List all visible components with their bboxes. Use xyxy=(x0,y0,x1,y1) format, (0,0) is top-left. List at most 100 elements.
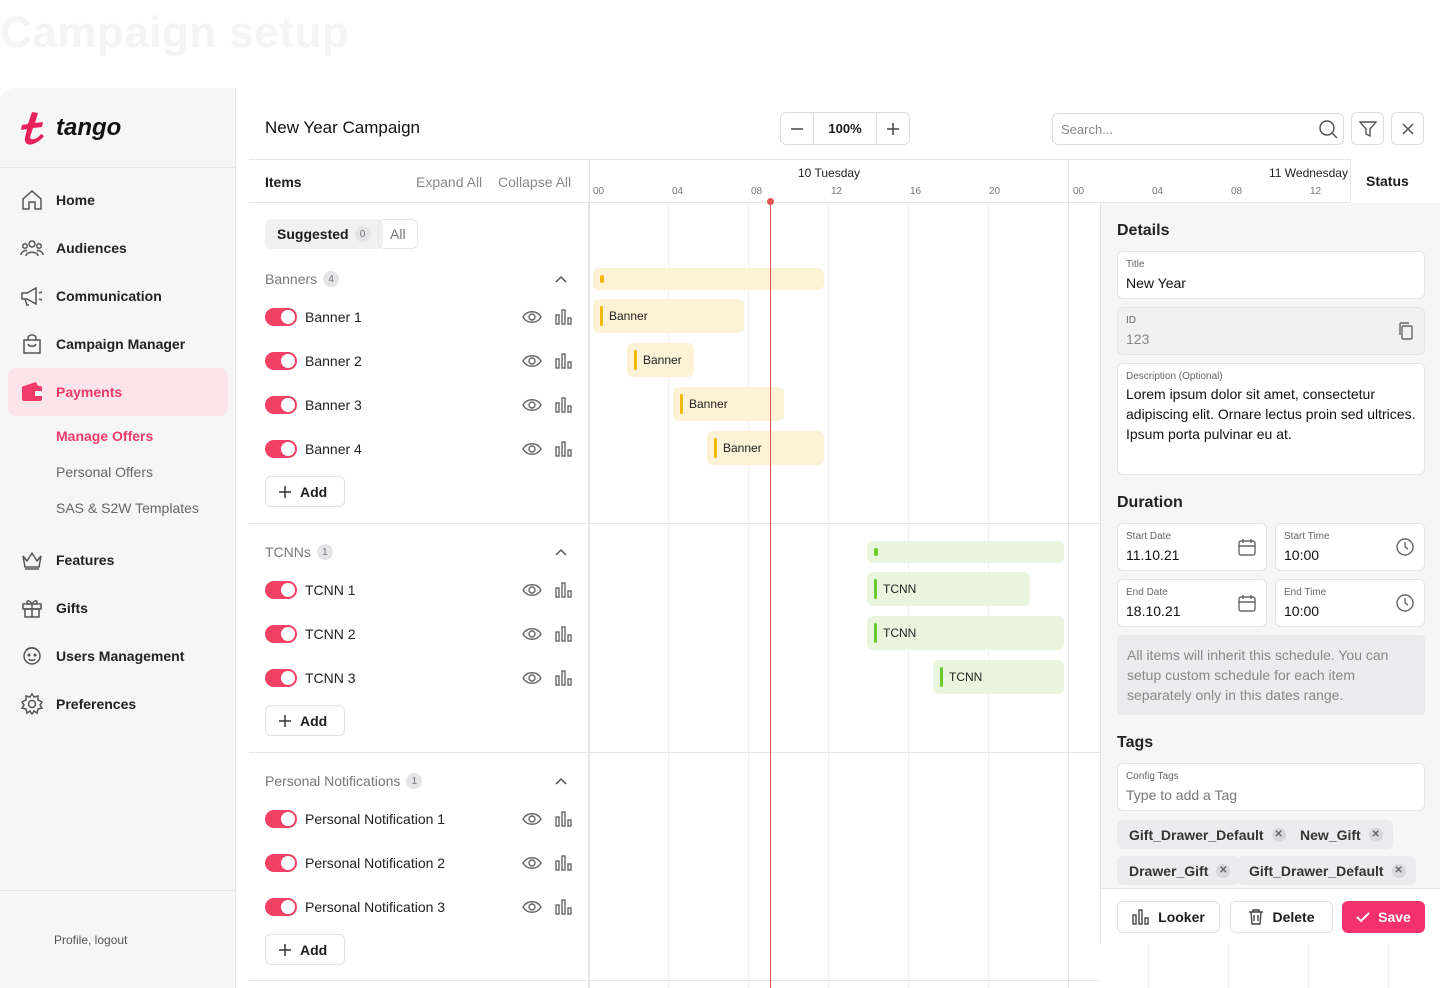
remove-tag-icon[interactable]: ✕ xyxy=(1271,827,1286,842)
zoom-in-button[interactable] xyxy=(877,113,909,144)
enable-toggle[interactable] xyxy=(265,396,297,414)
start-date-field[interactable]: Start Date 11.10.21 xyxy=(1117,523,1267,571)
calendar-icon[interactable] xyxy=(1238,538,1256,561)
remove-tag-icon[interactable]: ✕ xyxy=(1368,827,1383,842)
remove-tag-icon[interactable]: ✕ xyxy=(1216,863,1231,878)
eye-icon[interactable] xyxy=(521,808,543,830)
enable-toggle[interactable] xyxy=(265,440,297,458)
save-button[interactable]: Save xyxy=(1342,901,1425,933)
eye-icon[interactable] xyxy=(521,623,543,645)
home-icon xyxy=(22,189,42,210)
enable-toggle[interactable] xyxy=(265,308,297,326)
item-label: Personal Notification 1 xyxy=(305,811,446,827)
group-header-banners[interactable]: Banners 4 xyxy=(265,271,340,287)
end-time-field[interactable]: End Time 10:00 xyxy=(1275,579,1425,627)
banner-bar[interactable]: Banner xyxy=(593,299,744,333)
profile-logout-link[interactable]: Profile, logout xyxy=(54,933,128,947)
nav-audiences[interactable]: Audiences xyxy=(8,224,228,272)
add-banner-button[interactable]: Add xyxy=(265,476,345,507)
enable-toggle[interactable] xyxy=(265,625,297,643)
subnav-templates[interactable]: SAS & S2W Templates xyxy=(56,500,199,516)
bar-chart-icon[interactable] xyxy=(553,852,575,874)
filter-button[interactable] xyxy=(1351,112,1384,145)
looker-button[interactable]: Looker xyxy=(1117,901,1220,933)
nav-communication[interactable]: Communication xyxy=(8,272,228,320)
bar-chart-icon[interactable] xyxy=(553,623,575,645)
nav-users-management[interactable]: Users Management xyxy=(8,632,228,680)
nav-gifts[interactable]: Gifts xyxy=(8,584,228,632)
nav-preferences[interactable]: Preferences xyxy=(8,680,228,728)
title-field[interactable]: Title New Year xyxy=(1117,251,1425,299)
enable-toggle[interactable] xyxy=(265,854,297,872)
banner-bar[interactable]: Banner xyxy=(673,387,784,421)
eye-icon[interactable] xyxy=(521,394,543,416)
brand-logo[interactable]: tango xyxy=(18,106,121,150)
end-date-field[interactable]: End Date 18.10.21 xyxy=(1117,579,1267,627)
bar-chart-icon[interactable] xyxy=(553,438,575,460)
banner-bar[interactable]: Banner xyxy=(627,343,694,377)
enable-toggle[interactable] xyxy=(265,581,297,599)
start-time-field[interactable]: Start Time 10:00 xyxy=(1275,523,1425,571)
tag-input[interactable]: Config Tags Type to add a Tag xyxy=(1117,763,1425,811)
items-column xyxy=(249,203,589,988)
bar-chart-icon[interactable] xyxy=(553,808,575,830)
zoom-out-button[interactable] xyxy=(781,113,813,144)
eye-icon[interactable] xyxy=(521,852,543,874)
grid-line xyxy=(668,203,669,988)
subnav-personal-offers[interactable]: Personal Offers xyxy=(56,464,154,480)
collapse-all-button[interactable]: Collapse All xyxy=(498,174,572,190)
bar-chart-icon[interactable] xyxy=(553,579,575,601)
add-notification-button[interactable]: Add xyxy=(265,934,345,965)
enable-toggle[interactable] xyxy=(265,898,297,916)
chevron-up-icon[interactable] xyxy=(554,774,568,788)
bar-marker xyxy=(874,579,877,599)
filter-suggested[interactable]: Suggested 0 xyxy=(265,219,383,249)
copy-icon[interactable] xyxy=(1398,322,1414,345)
banner-bar[interactable]: Banner xyxy=(707,431,824,465)
banner-group-bar[interactable] xyxy=(593,268,824,290)
bar-chart-icon[interactable] xyxy=(553,394,575,416)
user-face-icon xyxy=(23,647,41,665)
tcnn-group-bar[interactable] xyxy=(867,541,1064,563)
tag-chip: Gift_Drawer_Default ✕ xyxy=(1237,856,1416,885)
group-header-tcnns[interactable]: TCNNs 1 xyxy=(265,544,333,560)
bar-chart-icon[interactable] xyxy=(553,667,575,689)
eye-icon[interactable] xyxy=(521,306,543,328)
nav-campaign-manager[interactable]: Campaign Manager xyxy=(8,320,228,368)
bar-chart-icon[interactable] xyxy=(553,350,575,372)
enable-toggle[interactable] xyxy=(265,352,297,370)
bar-chart-icon[interactable] xyxy=(553,896,575,918)
filter-all[interactable]: All xyxy=(378,219,418,249)
count-badge: 1 xyxy=(406,773,423,789)
chevron-up-icon[interactable] xyxy=(554,272,568,286)
eye-icon[interactable] xyxy=(521,438,543,460)
nav-features[interactable]: Features xyxy=(8,536,228,584)
remove-tag-icon[interactable]: ✕ xyxy=(1391,863,1406,878)
day-label-2: 11 Wednesday xyxy=(1269,166,1348,180)
clock-icon[interactable] xyxy=(1396,538,1414,561)
tcnn-bar[interactable]: TCNN xyxy=(867,616,1064,650)
tcnn-bar[interactable]: TCNN xyxy=(867,572,1030,606)
eye-icon[interactable] xyxy=(521,667,543,689)
nav-home[interactable]: Home xyxy=(8,176,228,224)
close-button[interactable] xyxy=(1391,112,1424,145)
delete-button[interactable]: Delete xyxy=(1230,901,1333,933)
calendar-icon[interactable] xyxy=(1238,594,1256,617)
expand-all-button[interactable]: Expand All xyxy=(416,174,483,190)
clock-icon[interactable] xyxy=(1396,594,1414,617)
description-field[interactable]: Description (Optional) Lorem ipsum dolor… xyxy=(1117,363,1425,475)
search-input[interactable]: Search... xyxy=(1052,113,1344,145)
add-tcnn-button[interactable]: Add xyxy=(265,705,345,736)
eye-icon[interactable] xyxy=(521,579,543,601)
chevron-up-icon[interactable] xyxy=(554,545,568,559)
subnav-manage-offers[interactable]: Manage Offers xyxy=(56,428,154,444)
eye-icon[interactable] xyxy=(521,896,543,918)
list-item: Banner 3 xyxy=(265,393,575,417)
enable-toggle[interactable] xyxy=(265,810,297,828)
nav-payments[interactable]: Payments xyxy=(8,368,228,416)
group-header-personal-notifications[interactable]: Personal Notifications 1 xyxy=(265,773,423,789)
bar-chart-icon[interactable] xyxy=(553,306,575,328)
eye-icon[interactable] xyxy=(521,350,543,372)
tcnn-bar[interactable]: TCNN xyxy=(933,660,1064,694)
enable-toggle[interactable] xyxy=(265,669,297,687)
